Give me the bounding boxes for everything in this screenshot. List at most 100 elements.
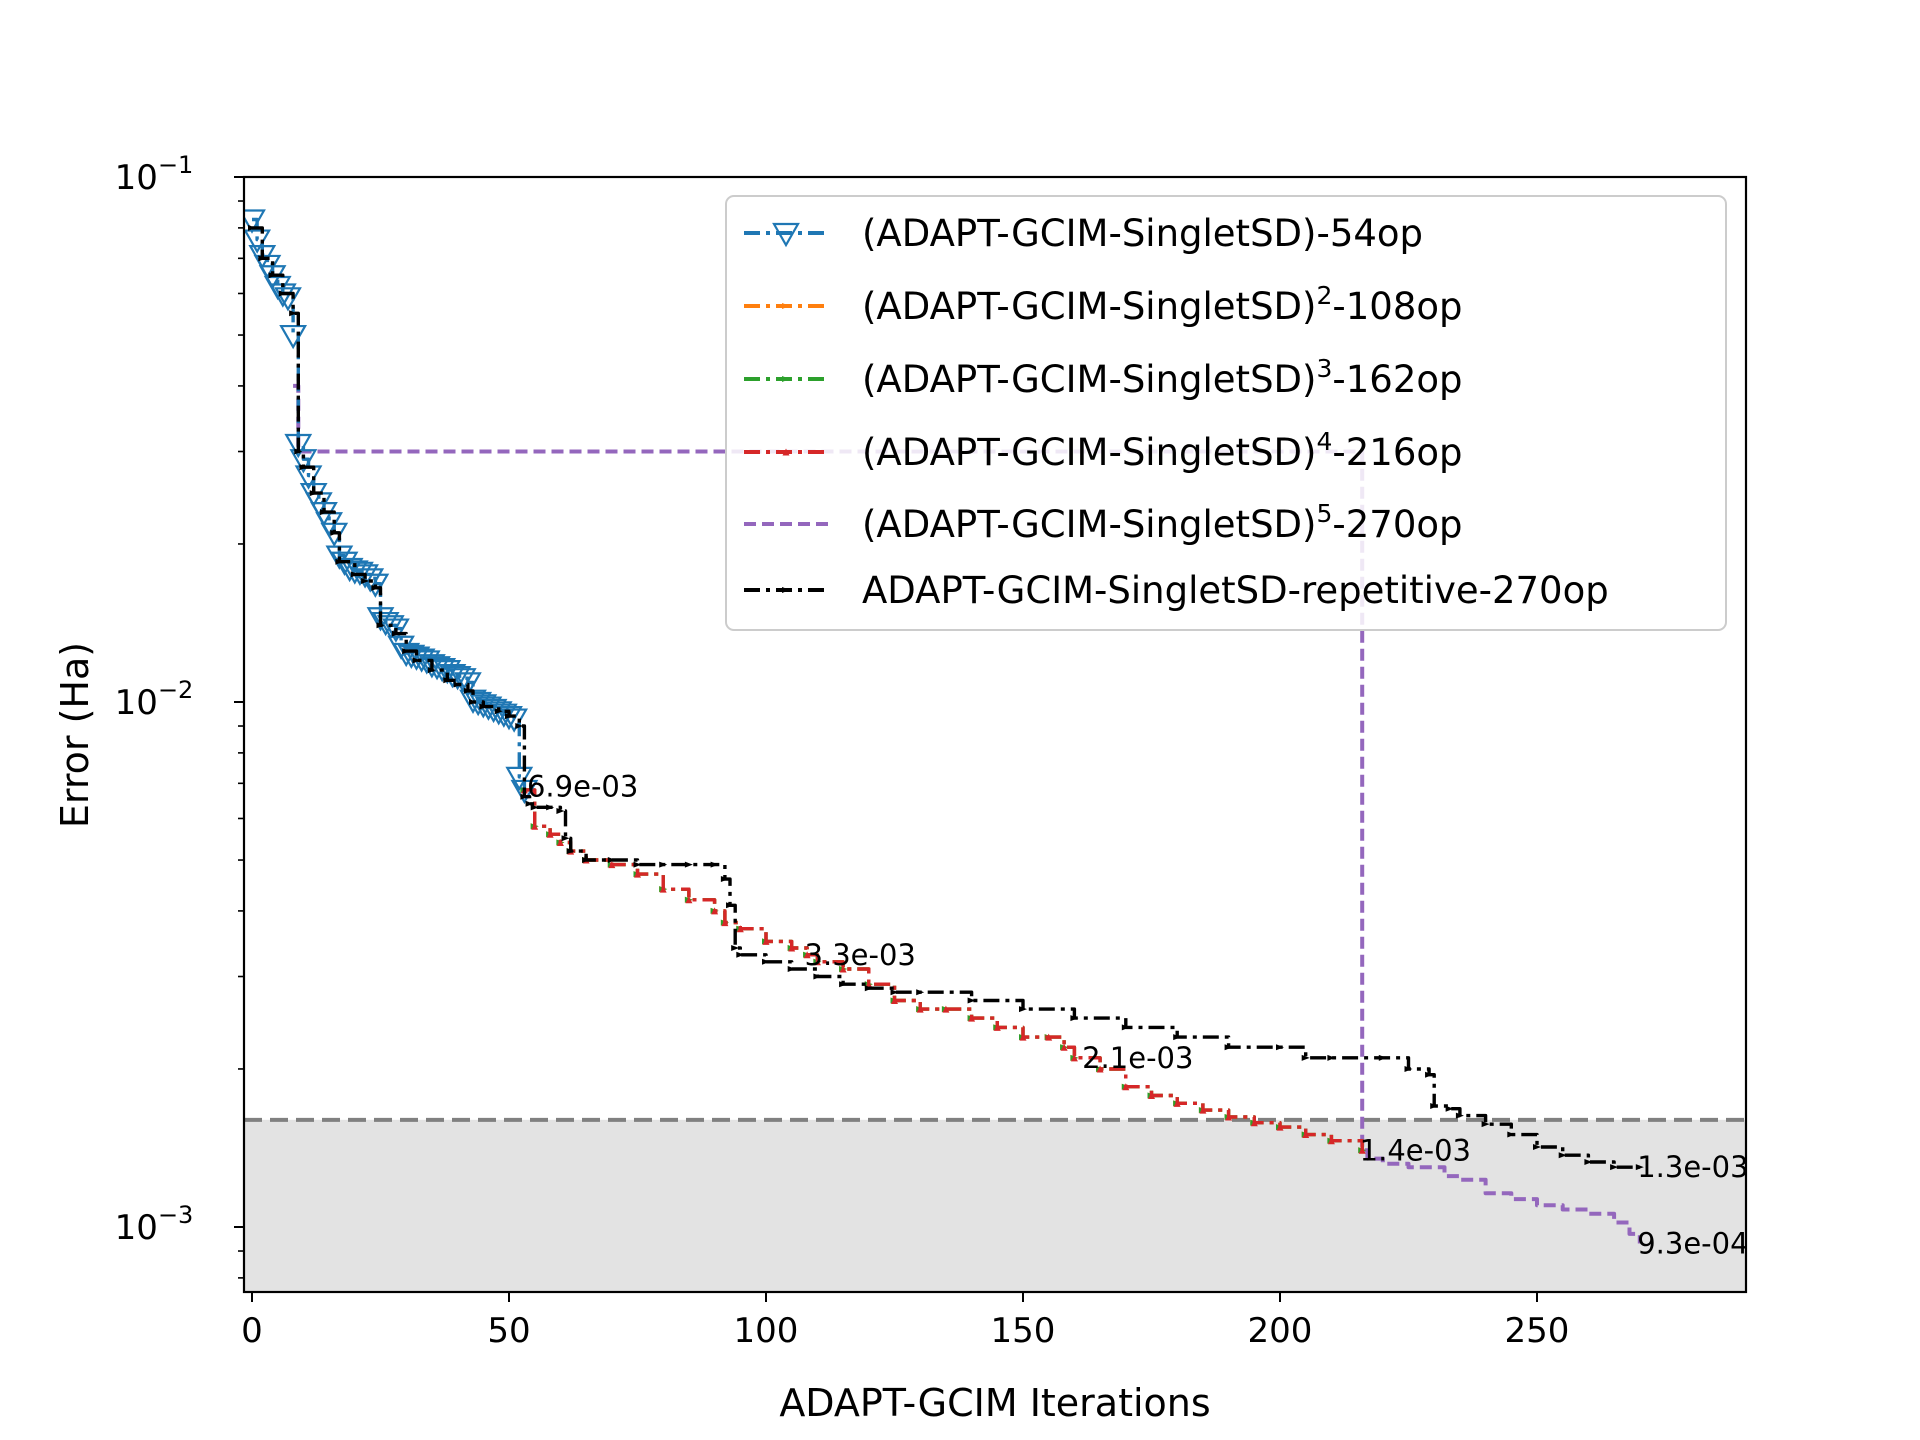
series-marker bbox=[376, 615, 405, 640]
data-annotation: 1.4e-03 bbox=[1360, 1133, 1471, 1167]
series-marker bbox=[1533, 1144, 1541, 1151]
series-marker bbox=[1096, 1065, 1104, 1073]
threshold-shade bbox=[244, 1119, 1746, 1292]
series-marker bbox=[839, 981, 848, 988]
x-axis-label: ADAPT-GCIM Iterations bbox=[779, 1381, 1210, 1425]
y-tick-label: 10−2 bbox=[115, 676, 194, 723]
series-marker bbox=[1199, 1106, 1207, 1114]
series-marker bbox=[361, 578, 370, 585]
series-marker bbox=[546, 830, 554, 838]
series-marker bbox=[1327, 1054, 1336, 1061]
series-marker bbox=[1445, 1105, 1454, 1112]
y-tick-label: 10−3 bbox=[115, 1201, 194, 1248]
series-marker bbox=[1481, 1121, 1490, 1128]
series-marker bbox=[361, 573, 390, 598]
series-marker bbox=[258, 255, 267, 262]
legend-label: (ADAPT-GCIM-SingletSD)4-216op bbox=[862, 427, 1463, 474]
series-marker bbox=[685, 896, 693, 904]
series-marker bbox=[993, 1023, 1001, 1031]
series-marker bbox=[659, 861, 668, 868]
series-marker bbox=[782, 448, 790, 456]
series-marker bbox=[782, 303, 790, 309]
series-marker bbox=[865, 980, 873, 988]
series-marker bbox=[556, 838, 564, 846]
series-marker bbox=[968, 1014, 976, 1022]
series-marker bbox=[1276, 1123, 1284, 1131]
series-marker bbox=[916, 989, 925, 996]
legend-item-1: (ADAPT-GCIM-SingletSD)-54op bbox=[744, 212, 1423, 255]
x-tick-label: 250 bbox=[1505, 1311, 1570, 1351]
series-marker bbox=[1173, 1034, 1182, 1041]
series-marker bbox=[942, 1005, 950, 1013]
series-marker bbox=[319, 509, 328, 516]
series-marker bbox=[1276, 1044, 1284, 1051]
series-marker bbox=[721, 919, 729, 927]
series-marker bbox=[1019, 1006, 1027, 1013]
series-marker bbox=[788, 944, 796, 952]
series-marker bbox=[726, 902, 735, 909]
series-marker bbox=[1224, 1044, 1233, 1051]
legend-item-5: (ADAPT-GCIM-SingletSD)5-270op bbox=[744, 499, 1463, 546]
series-marker bbox=[967, 997, 976, 1004]
series-marker bbox=[371, 584, 380, 591]
series-marker bbox=[531, 822, 539, 830]
series-marker bbox=[443, 666, 472, 691]
series-marker bbox=[453, 681, 462, 688]
series-6 bbox=[248, 224, 1644, 1171]
series-marker bbox=[762, 937, 770, 945]
series-marker bbox=[736, 925, 744, 933]
series-marker bbox=[1250, 1119, 1258, 1127]
series-marker bbox=[244, 209, 266, 234]
series-marker bbox=[864, 985, 873, 992]
series-marker bbox=[736, 951, 745, 958]
series-marker bbox=[546, 804, 555, 811]
data-annotation: 6.9e-03 bbox=[527, 770, 638, 804]
series-marker bbox=[890, 989, 899, 996]
x-tick-label: 0 bbox=[241, 1311, 263, 1351]
series-marker bbox=[443, 677, 452, 684]
series-marker bbox=[813, 958, 821, 966]
series-marker bbox=[274, 287, 302, 312]
series-marker bbox=[787, 966, 796, 973]
legend-box bbox=[725, 195, 1727, 631]
data-annotation: 9.3e-04 bbox=[1637, 1227, 1748, 1261]
series-marker bbox=[608, 861, 616, 869]
series-marker bbox=[382, 618, 410, 643]
series-marker bbox=[294, 448, 303, 455]
series-marker bbox=[278, 290, 287, 297]
series-marker bbox=[289, 310, 298, 317]
series-marker bbox=[556, 807, 565, 814]
series-marker bbox=[376, 622, 385, 629]
series-marker bbox=[1148, 1092, 1155, 1100]
series-marker bbox=[391, 630, 400, 637]
series-marker bbox=[1301, 1054, 1310, 1061]
series-marker bbox=[402, 648, 411, 655]
series-marker bbox=[684, 861, 693, 868]
series-marker bbox=[782, 376, 790, 382]
y-axis-label: Error (Ha) bbox=[53, 642, 97, 828]
series-marker bbox=[916, 1005, 924, 1013]
series-marker bbox=[582, 857, 591, 864]
legend-item-3: (ADAPT-GCIM-SingletSD)3-162op bbox=[744, 354, 1463, 401]
series-marker bbox=[782, 587, 790, 593]
legend-label: (ADAPT-GCIM-SingletSD)5-270op bbox=[862, 499, 1463, 546]
series-marker bbox=[710, 861, 719, 868]
series-marker bbox=[1378, 1054, 1387, 1061]
legend-label: (ADAPT-GCIM-SingletSD)2-108op bbox=[862, 281, 1463, 328]
series-marker bbox=[1122, 1083, 1130, 1091]
series-marker bbox=[494, 708, 503, 715]
data-annotation: 2.1e-03 bbox=[1082, 1041, 1193, 1075]
series-marker bbox=[1507, 1131, 1516, 1138]
series-marker bbox=[607, 857, 616, 864]
series-marker bbox=[659, 885, 667, 893]
series-marker bbox=[335, 558, 344, 565]
series-marker bbox=[515, 723, 524, 730]
series-4 bbox=[520, 786, 1366, 1154]
series-marker bbox=[453, 672, 482, 697]
series-marker bbox=[289, 449, 318, 474]
series-marker bbox=[1327, 1137, 1335, 1145]
series-marker bbox=[803, 951, 811, 959]
x-tick-label: 100 bbox=[734, 1311, 799, 1351]
series-marker bbox=[525, 800, 534, 807]
